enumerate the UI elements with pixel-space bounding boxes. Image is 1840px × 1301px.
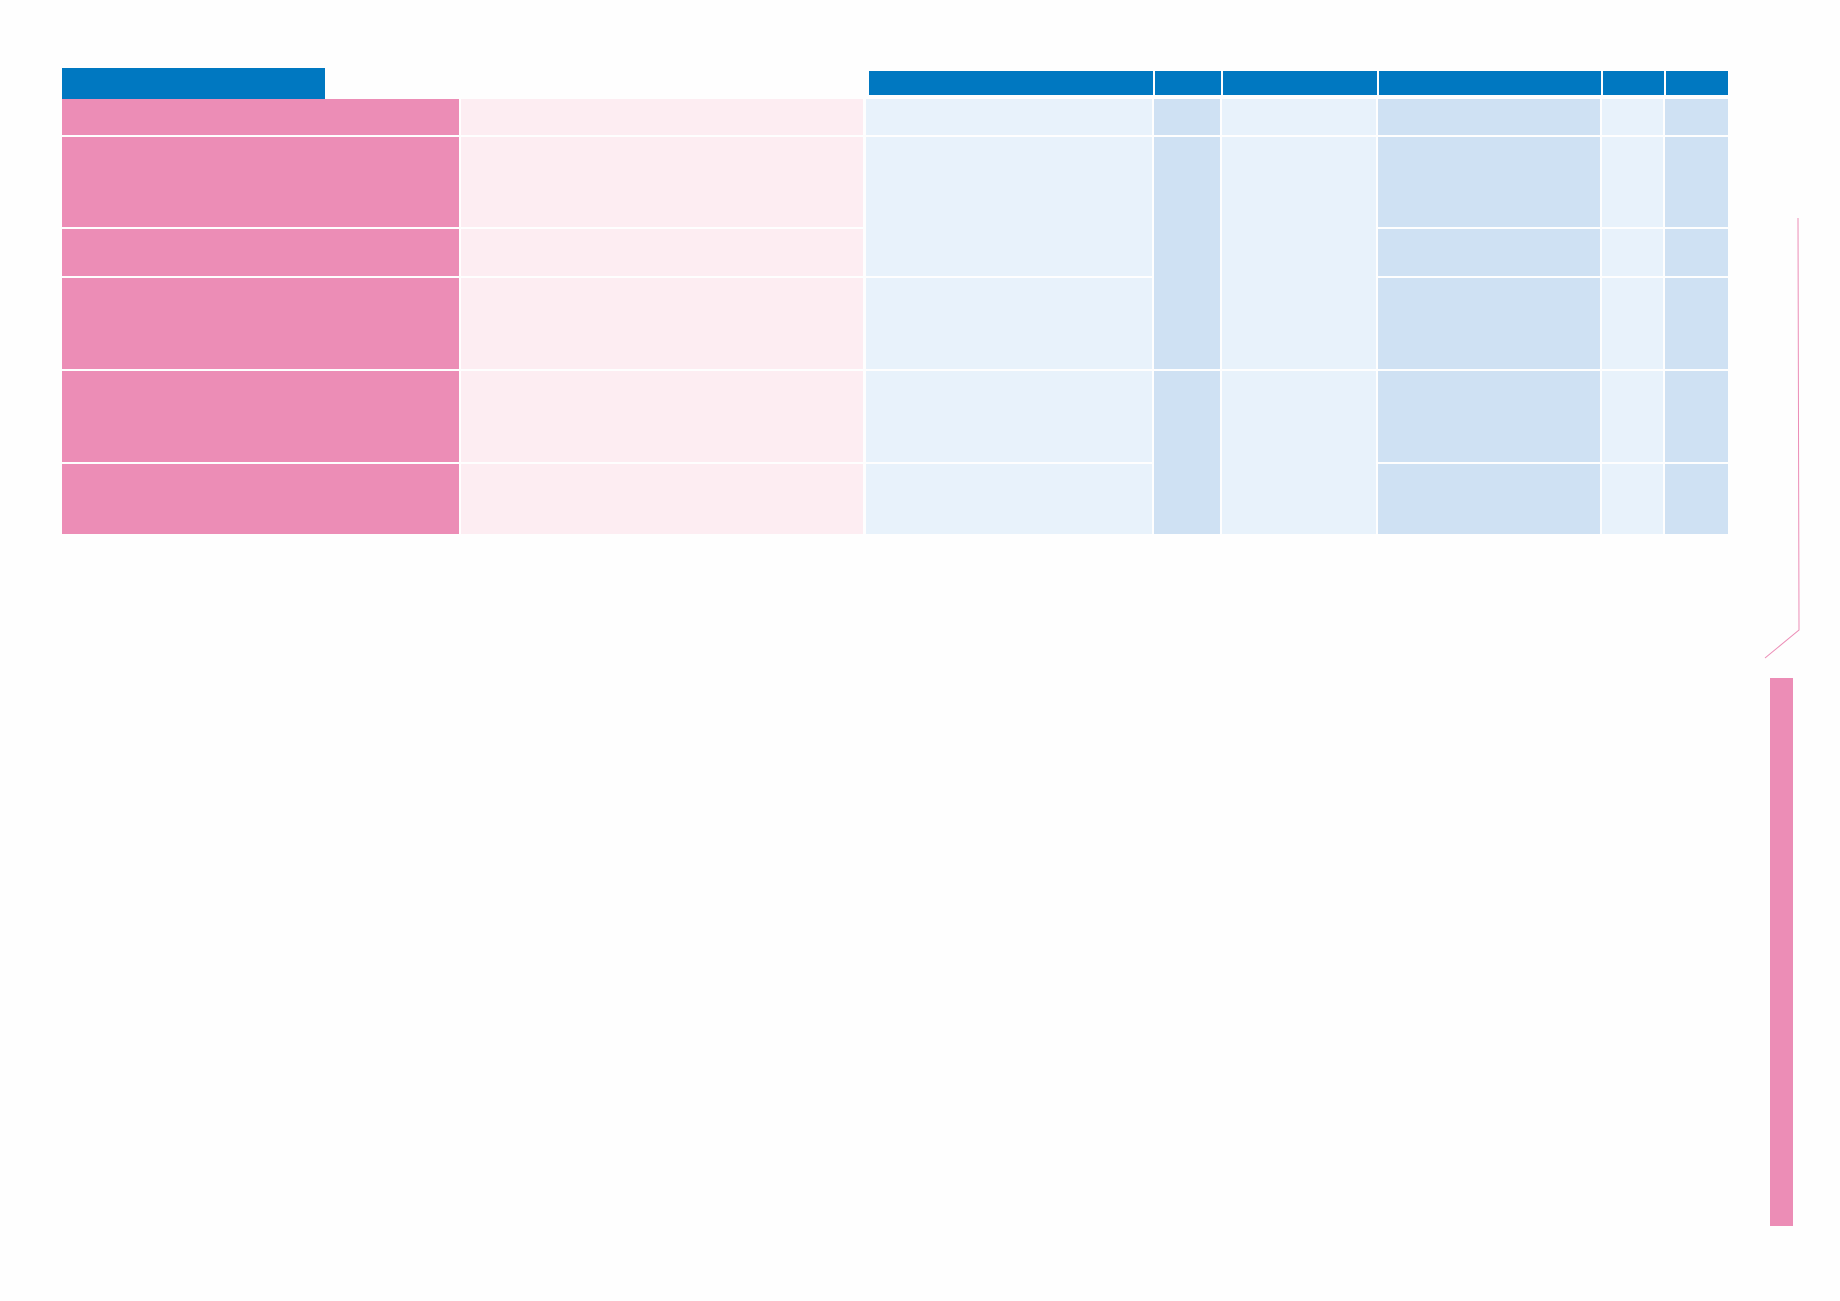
section-header-tab [62, 68, 325, 99]
column-header-6 [1666, 71, 1728, 95]
grid-cell [1222, 99, 1376, 135]
grid-cell [1154, 137, 1220, 369]
column-header-5 [1603, 71, 1664, 95]
row-description-6 [461, 464, 863, 534]
row-description-4 [461, 278, 863, 369]
side-tab [1770, 678, 1793, 1226]
grid-cell [1602, 464, 1663, 534]
column-header-4 [1379, 71, 1601, 95]
row-label-2 [62, 137, 459, 227]
row-label-1 [62, 99, 459, 135]
row-label-4 [62, 278, 459, 369]
grid-cell [1665, 229, 1728, 276]
grid-cell [1602, 371, 1663, 462]
grid-cell [1222, 137, 1376, 369]
grid-cell [1665, 99, 1728, 135]
grid-cell [1378, 371, 1600, 462]
column-header-3 [1223, 71, 1377, 95]
grid-cell [1602, 99, 1663, 135]
column-header-1 [869, 71, 1153, 95]
grid-cell [1378, 229, 1600, 276]
grid-cell [1378, 464, 1600, 534]
row-description-2 [461, 137, 863, 227]
row-label-6 [62, 464, 459, 534]
column-header-2 [1155, 71, 1221, 95]
grid-cell [866, 278, 1152, 369]
grid-cell [866, 99, 1152, 135]
grid-cell [1222, 371, 1376, 534]
row-description-5 [461, 371, 863, 462]
grid-cell [1378, 278, 1600, 369]
grid-cell [1602, 278, 1663, 369]
grid-cell [1602, 229, 1663, 276]
row-label-5 [62, 371, 459, 462]
grid-cell [1665, 371, 1728, 462]
grid-cell [1665, 278, 1728, 369]
grid-cell [866, 137, 1152, 276]
grid-cell [866, 464, 1152, 534]
margin-bracket-line [1764, 217, 1800, 659]
grid-cell [1154, 371, 1220, 534]
grid-cell [1378, 99, 1600, 135]
grid-cell [1665, 464, 1728, 534]
grid-cell [866, 371, 1152, 462]
row-label-3 [62, 229, 459, 276]
row-description-3 [461, 229, 863, 276]
grid-cell [1378, 137, 1600, 227]
row-description-1 [461, 99, 863, 135]
grid-cell [1602, 137, 1663, 227]
grid-cell [1154, 99, 1220, 135]
grid-cell [1665, 137, 1728, 227]
